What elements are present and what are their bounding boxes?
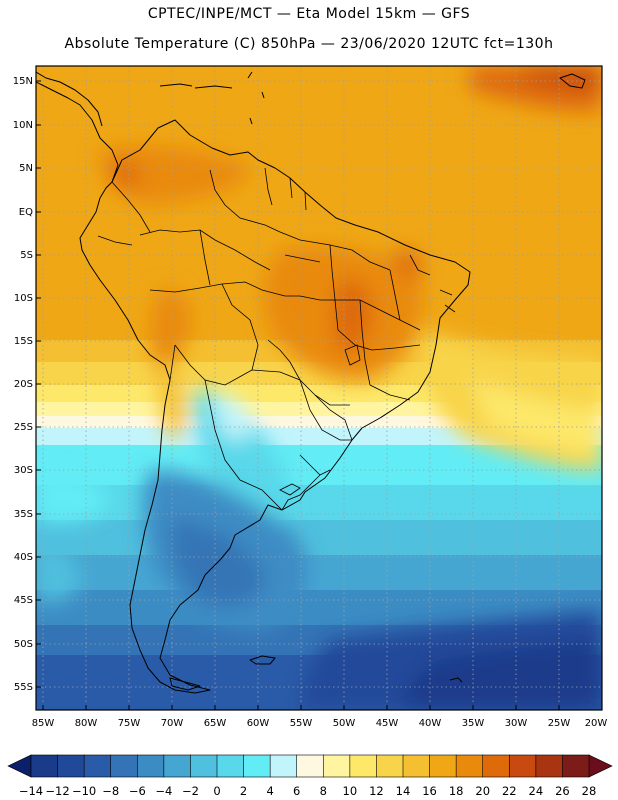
- lat-label-15s: 15S: [14, 336, 33, 347]
- longitude-ticks: [42, 705, 560, 710]
- lon-label-50w: 50W: [333, 718, 356, 729]
- colorbar-cell: [269, 754, 298, 778]
- colorbar-cell: [243, 754, 271, 778]
- colorbar-label: 6: [293, 784, 300, 798]
- lon-label-20w: 20W: [585, 718, 608, 729]
- colorbar-cells: [30, 754, 590, 778]
- lat-label-5n: 5N: [19, 163, 33, 174]
- colorbar-labels: −14 −12 −10 −8 −6 −4 −2 0 2 4 6 8 10 12 14 16 18 20 22 24 26…: [19, 784, 596, 798]
- lat-label-30s: 30S: [14, 465, 33, 476]
- colorbar-label: 18: [449, 784, 464, 798]
- colorbar-cell: [110, 754, 138, 778]
- colorbar-label: 24: [529, 784, 544, 798]
- lon-label-35w: 35W: [462, 718, 485, 729]
- colorbar-label: −8: [102, 784, 119, 798]
- lat-label-15n: 15N: [13, 76, 33, 87]
- colorbar-cell: [216, 754, 245, 778]
- colorbar-label: −4: [155, 784, 172, 798]
- colorbar-label: −14: [19, 784, 43, 798]
- colorbar-label: 4: [266, 784, 273, 798]
- colorbar-cell: [296, 754, 324, 778]
- colorbar-cell: [322, 754, 351, 778]
- colorbar-cell: [562, 754, 590, 778]
- map-frame: [35, 65, 603, 711]
- lon-label-60w: 60W: [247, 718, 270, 729]
- lon-label-30w: 30W: [505, 718, 528, 729]
- lon-label-40w: 40W: [419, 718, 442, 729]
- colorbar-cell: [535, 754, 564, 778]
- colorbar-label: 12: [369, 784, 384, 798]
- colorbar-label: −12: [45, 784, 69, 798]
- colorbar-label: 26: [555, 784, 570, 798]
- colorbar-label: 16: [422, 784, 437, 798]
- lon-label-65w: 65W: [204, 718, 227, 729]
- colorbar-label: 22: [502, 784, 517, 798]
- lat-label-5s: 5S: [20, 250, 33, 261]
- lat-label-eq: EQ: [19, 207, 33, 218]
- colorbar-label: −2: [182, 784, 199, 798]
- colorbar-label: −10: [72, 784, 96, 798]
- lat-label-10s: 10S: [14, 293, 33, 304]
- colorbar-cell: [136, 754, 165, 778]
- colorbar-label: 28: [582, 784, 597, 798]
- lat-label-50s: 50S: [14, 639, 33, 650]
- colorbar-cell: [376, 754, 404, 778]
- lat-label-20s: 20S: [14, 379, 33, 390]
- lon-label-25w: 25W: [548, 718, 571, 729]
- colorbar-label: 2: [240, 784, 247, 798]
- colorbar: −14 −12 −10 −8 −6 −4 −2 0 2 4 6 8 10 12 14 16 18 20 22 24 26…: [7, 754, 613, 798]
- map-coastlines: [36, 71, 586, 694]
- colorbar-over-arrow: [588, 754, 613, 778]
- lon-label-85w: 85W: [32, 718, 55, 729]
- map-borders: [97, 167, 456, 511]
- lat-label-45s: 45S: [14, 595, 33, 606]
- colorbar-label: 8: [320, 784, 327, 798]
- colorbar-cell: [349, 754, 378, 778]
- lat-label-40s: 40S: [14, 552, 33, 563]
- lon-label-55w: 55W: [290, 718, 313, 729]
- colorbar-label: −6: [129, 784, 146, 798]
- colorbar-cell: [402, 754, 431, 778]
- chart-title-line2: Absolute Temperature (C) 850hPa — 23/06/…: [64, 36, 554, 52]
- lat-label-25s: 25S: [14, 422, 33, 433]
- lat-label-10n: 10N: [13, 120, 33, 131]
- lon-label-75w: 75W: [118, 718, 141, 729]
- colorbar-label: 0: [213, 784, 220, 798]
- longitude-labels: 85W 80W 75W 70W 65W 60W 55W 50W 45W 40W …: [32, 718, 608, 729]
- latitude-ticks: [36, 80, 41, 688]
- colorbar-cell: [30, 754, 59, 778]
- colorbar-cell: [482, 754, 510, 778]
- latitude-labels: 15N 10N 5N EQ 5S 10S 15S 20S 25S 30S 35S…: [13, 76, 33, 693]
- colorbar-cell: [57, 754, 85, 778]
- lat-label-55s: 55S: [14, 682, 33, 693]
- colorbar-under-arrow: [7, 754, 32, 778]
- colorbar-cell: [429, 754, 457, 778]
- colorbar-label: 14: [396, 784, 411, 798]
- lat-label-35s: 35S: [14, 509, 33, 520]
- lon-label-45w: 45W: [376, 718, 399, 729]
- colorbar-cell: [190, 754, 218, 778]
- colorbar-label: 20: [475, 784, 490, 798]
- colorbar-cell: [508, 754, 537, 778]
- map-grid: [36, 66, 602, 710]
- colorbar-label: 10: [343, 784, 358, 798]
- temperature-field: [36, 66, 602, 710]
- colorbar-cell: [455, 754, 484, 778]
- chart-title-line1: CPTEC/INPE/MCT — Eta Model 15km — GFS: [147, 6, 471, 22]
- lon-label-80w: 80W: [75, 718, 98, 729]
- colorbar-cell: [83, 754, 112, 778]
- colorbar-cell: [163, 754, 192, 778]
- lon-label-70w: 70W: [161, 718, 184, 729]
